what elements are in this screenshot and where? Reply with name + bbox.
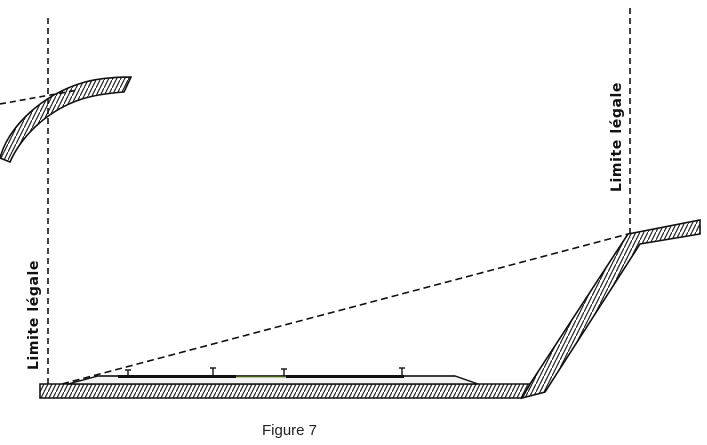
left-legal-limit-label: Limite légale xyxy=(26,260,42,370)
right-slope xyxy=(520,219,701,400)
ground xyxy=(39,383,532,399)
right-legal-limit-label: Limite légale xyxy=(609,82,625,192)
left-sight-line xyxy=(0,89,79,105)
upper-left-embankment xyxy=(0,76,133,164)
right-sight-line xyxy=(61,233,629,385)
railway-track xyxy=(67,367,479,385)
figure-caption: Figure 7 xyxy=(262,422,317,439)
